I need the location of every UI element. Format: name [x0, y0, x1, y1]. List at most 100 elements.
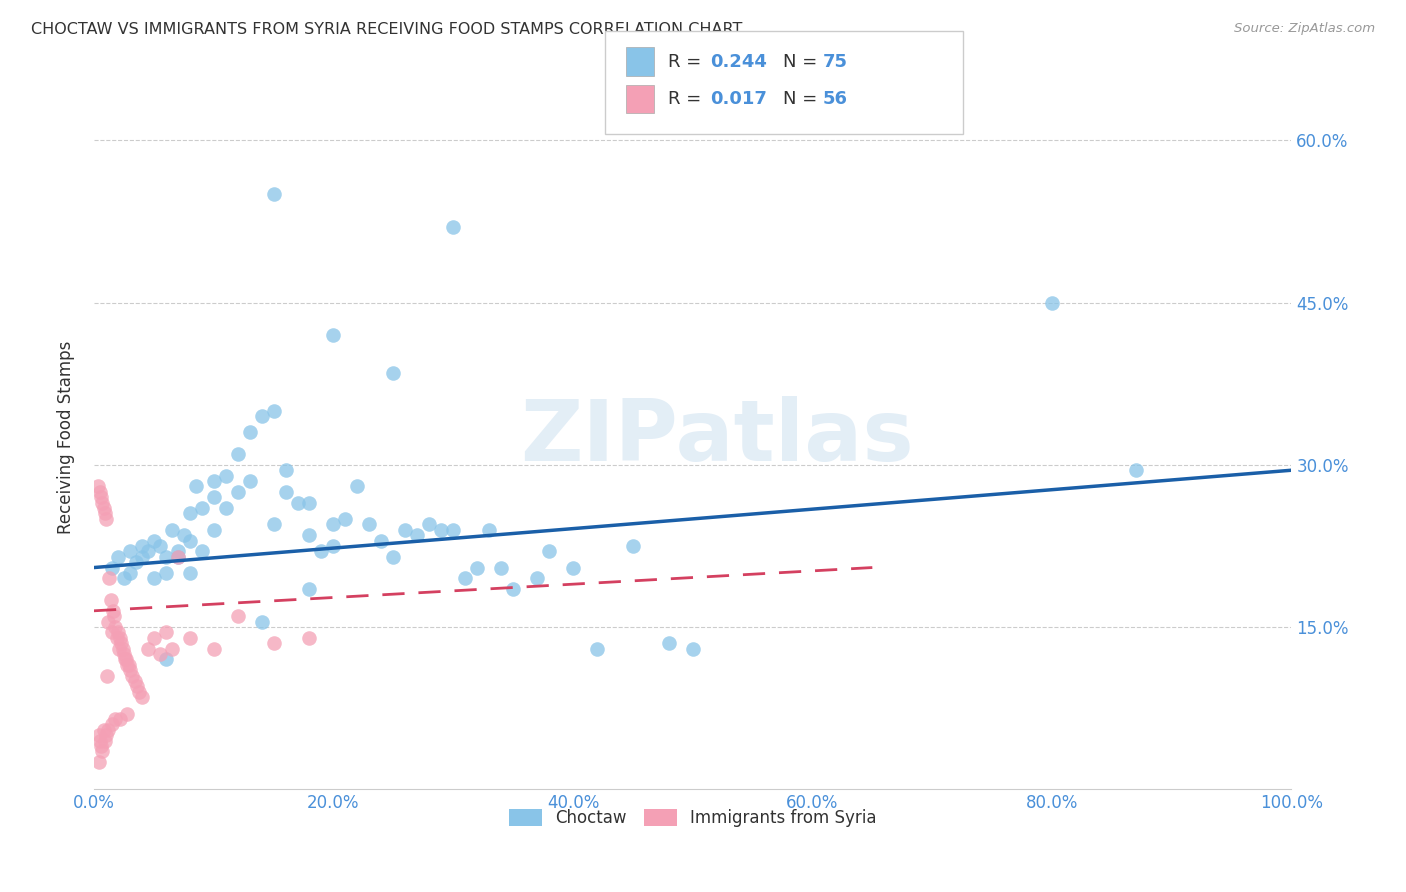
Point: [179, 631, 201, 645]
Point: [97, 723, 120, 737]
Point: [346, 479, 368, 493]
Text: R =: R =: [668, 53, 707, 70]
Point: [91, 496, 114, 510]
Point: [1040, 295, 1063, 310]
Point: [142, 631, 165, 645]
Point: [202, 523, 225, 537]
Text: 0.017: 0.017: [710, 90, 766, 108]
Point: [142, 533, 165, 548]
Point: [322, 328, 344, 343]
Point: [239, 474, 262, 488]
Point: [89, 733, 111, 747]
Point: [104, 620, 127, 634]
Point: [441, 219, 464, 234]
Point: [173, 528, 195, 542]
Point: [274, 463, 297, 477]
Text: ZIPatlas: ZIPatlas: [520, 396, 914, 479]
Point: [101, 717, 124, 731]
Point: [110, 712, 132, 726]
Point: [131, 549, 153, 564]
Point: [93, 723, 115, 737]
Point: [478, 523, 501, 537]
Point: [100, 593, 122, 607]
Point: [90, 739, 112, 753]
Point: [274, 484, 297, 499]
Point: [105, 631, 128, 645]
Point: [166, 549, 188, 564]
Point: [104, 712, 127, 726]
Point: [131, 539, 153, 553]
Point: [131, 690, 153, 705]
Point: [103, 609, 125, 624]
Point: [114, 652, 136, 666]
Point: [239, 425, 262, 440]
Point: [149, 647, 172, 661]
Point: [107, 549, 129, 564]
Point: [97, 615, 120, 629]
Point: [263, 517, 285, 532]
Point: [136, 544, 159, 558]
Point: [190, 544, 212, 558]
Point: [465, 560, 488, 574]
Point: [537, 544, 560, 558]
Point: [418, 517, 440, 532]
Point: [118, 544, 141, 558]
Point: [382, 366, 405, 380]
Point: [1125, 463, 1147, 477]
Point: [298, 582, 321, 597]
Point: [226, 484, 249, 499]
Point: [441, 523, 464, 537]
Text: N =: N =: [783, 90, 823, 108]
Point: [155, 625, 177, 640]
Point: [155, 566, 177, 580]
Point: [298, 496, 321, 510]
Point: [117, 657, 139, 672]
Point: [682, 641, 704, 656]
Point: [128, 685, 150, 699]
Point: [298, 631, 321, 645]
Point: [322, 539, 344, 553]
Point: [454, 571, 477, 585]
Point: [118, 657, 141, 672]
Text: CHOCTAW VS IMMIGRANTS FROM SYRIA RECEIVING FOOD STAMPS CORRELATION CHART: CHOCTAW VS IMMIGRANTS FROM SYRIA RECEIVI…: [31, 22, 742, 37]
Point: [166, 549, 188, 564]
Point: [87, 755, 110, 769]
Text: R =: R =: [668, 90, 707, 108]
Point: [214, 468, 236, 483]
Point: [160, 641, 183, 656]
Point: [322, 517, 344, 532]
Point: [202, 641, 225, 656]
Text: N =: N =: [783, 53, 823, 70]
Point: [179, 566, 201, 580]
Point: [226, 609, 249, 624]
Point: [121, 668, 143, 682]
Point: [179, 533, 201, 548]
Text: Source: ZipAtlas.com: Source: ZipAtlas.com: [1234, 22, 1375, 36]
Point: [124, 674, 146, 689]
Point: [502, 582, 524, 597]
Point: [489, 560, 512, 574]
Point: [94, 512, 117, 526]
Point: [394, 523, 416, 537]
Point: [108, 641, 131, 656]
Point: [160, 523, 183, 537]
Point: [621, 539, 644, 553]
Legend: Choctaw, Immigrants from Syria: Choctaw, Immigrants from Syria: [502, 802, 883, 834]
Point: [287, 496, 309, 510]
Point: [125, 555, 148, 569]
Point: [250, 615, 273, 629]
Point: [96, 668, 118, 682]
Point: [93, 501, 115, 516]
Point: [335, 512, 357, 526]
Point: [406, 528, 429, 542]
Point: [179, 507, 201, 521]
Point: [149, 539, 172, 553]
Point: [110, 631, 132, 645]
Point: [93, 733, 115, 747]
Point: [263, 636, 285, 650]
Point: [112, 571, 135, 585]
Point: [115, 652, 138, 666]
Y-axis label: Receiving Food Stamps: Receiving Food Stamps: [58, 341, 75, 534]
Point: [263, 187, 285, 202]
Point: [166, 544, 188, 558]
